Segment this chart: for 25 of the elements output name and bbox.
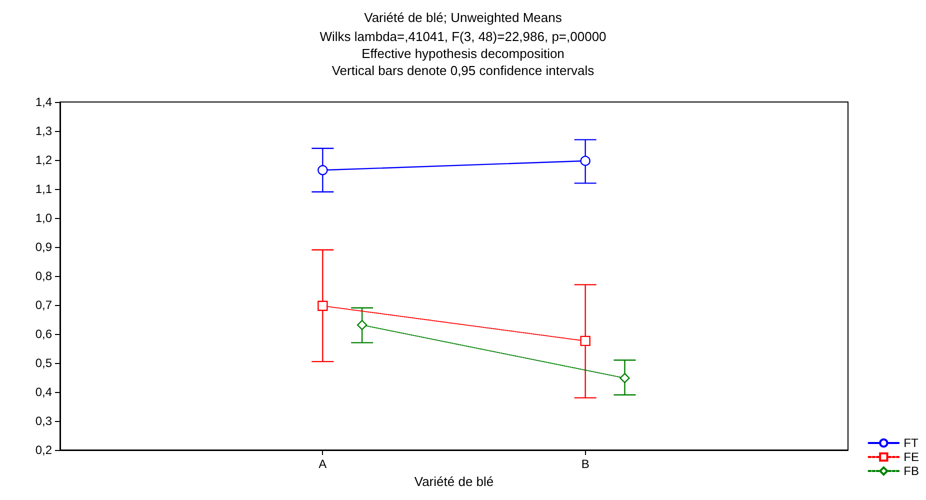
y-tick-label: 0,8 <box>35 269 52 283</box>
y-tick-label: 0,6 <box>35 327 52 341</box>
x-tick-label: B <box>581 457 590 471</box>
y-tick-label: 1,3 <box>35 124 52 138</box>
y-tick-label: 0,4 <box>35 385 52 399</box>
y-tick-label: 0,5 <box>35 356 52 370</box>
y-tick-label: 1,1 <box>35 182 52 196</box>
legend-label: FB <box>904 464 920 478</box>
y-tick-label: 0,2 <box>35 443 52 457</box>
y-tick-label: 0,7 <box>35 298 52 312</box>
point <box>318 165 328 176</box>
point <box>580 156 590 166</box>
legend-label: FT <box>904 436 919 450</box>
chart-subtitle: Wilks lambda=,41041, F(3, 48)=22,986, p=,00000 Effective hypothesis decomposition Vertical bars denote 0,95 confidence intervals <box>320 29 606 78</box>
point <box>580 336 590 346</box>
chart-title: Variété de blé; Unweighted Means <box>364 10 562 25</box>
y-tick-label: 1,2 <box>35 153 52 167</box>
x-axis-title: Variété de blé <box>414 474 494 489</box>
point <box>318 300 328 311</box>
y-tick-label: 1,4 <box>35 95 52 109</box>
y-tick-label: 1,0 <box>35 211 52 225</box>
legend-label: FE <box>904 450 920 464</box>
y-tick-label: 0,3 <box>35 414 52 428</box>
y-tick-label: 0,9 <box>35 240 52 254</box>
x-tick-label: A <box>318 457 327 471</box>
